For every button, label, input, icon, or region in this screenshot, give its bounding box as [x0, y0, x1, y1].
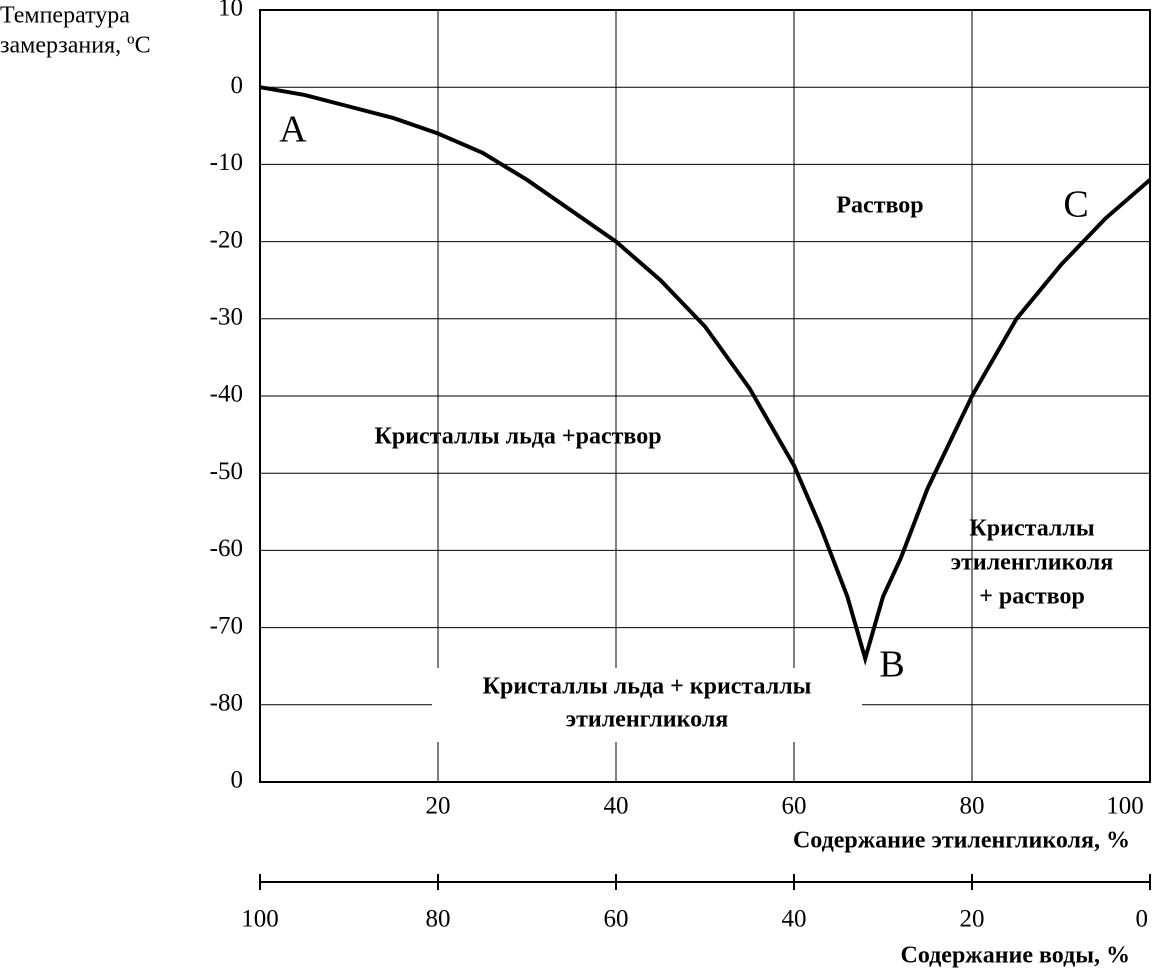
- y-tick-label: -50: [210, 458, 243, 485]
- y-tick-label: 10: [218, 0, 243, 22]
- x2-tick-label: 80: [426, 906, 451, 933]
- label-background: [432, 668, 862, 742]
- region-label: этиленгликоля: [566, 707, 729, 733]
- y-axis-title: Температура: [0, 3, 130, 29]
- region-label: Кристаллы: [969, 516, 1094, 542]
- curve: [259, 85, 1152, 666]
- x2-tick-label: 40: [782, 906, 807, 933]
- y-tick-label: -70: [210, 612, 243, 639]
- region-label: Раствор: [836, 193, 923, 219]
- x-tick-label: 60: [782, 793, 807, 820]
- plot-frame: [259, 9, 1151, 783]
- region-label: этиленгликоля: [951, 550, 1114, 576]
- y-tick-label: -40: [210, 381, 243, 408]
- x-tick-label: 20: [426, 793, 451, 820]
- region-label: + раствор: [979, 584, 1085, 610]
- y-tick-label: -60: [210, 535, 243, 562]
- x2-tick-label: 100: [241, 906, 279, 933]
- region-label: Кристаллы льда + кристаллы: [483, 674, 812, 700]
- y-tick-label: -10: [210, 149, 243, 176]
- x-tick-label: 80: [960, 793, 985, 820]
- point-label: B: [879, 644, 904, 686]
- region-label: Кристаллы льда +раствор: [374, 424, 661, 450]
- x2-tick-label: 60: [604, 906, 629, 933]
- y-axis-title: замерзания, ºC: [0, 33, 151, 59]
- y-tick-label: -80: [210, 690, 243, 717]
- x-axis-title: Содержание этиленгликоля, %: [793, 828, 1130, 854]
- x-tick-label: 40: [604, 793, 629, 820]
- x2-tick-label: 0: [1136, 906, 1149, 933]
- point-label: C: [1063, 184, 1088, 226]
- point-label: A: [279, 109, 307, 151]
- y-tick-label: -30: [210, 304, 243, 331]
- x-tick-label: 100: [1106, 793, 1144, 820]
- x2-tick-label: 20: [960, 906, 985, 933]
- x2-axis-title: Содержание воды, %: [901, 943, 1130, 969]
- y-tick-label: -20: [210, 226, 243, 253]
- y-tick-label: 0: [231, 72, 244, 99]
- y-tick-label: 0: [231, 767, 244, 794]
